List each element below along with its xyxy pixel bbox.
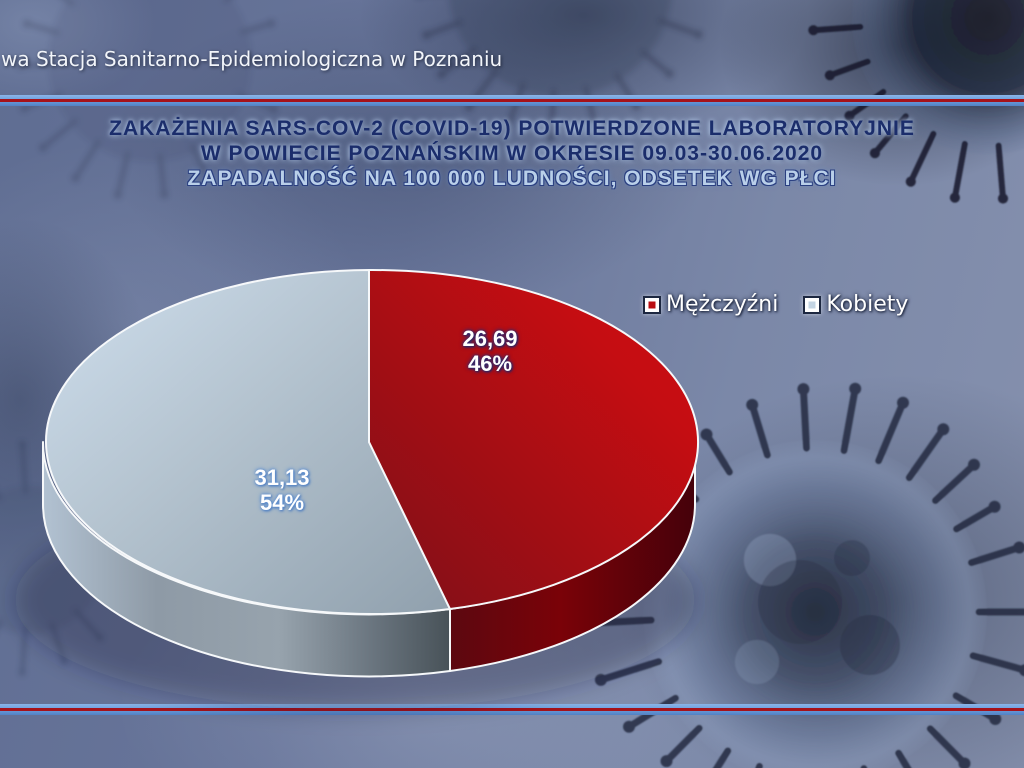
organization-name: wa Stacja Sanitarno-Epidemiologiczna w P… <box>1 47 503 71</box>
slice-value-women: 31,13 <box>254 465 310 490</box>
top-separator <box>0 95 1024 106</box>
chart-title-line2: W POWIECIE POZNAŃSKIM W OKRESIE 09.03-30… <box>200 142 824 165</box>
bottom-separator-red-line <box>0 708 1024 711</box>
pie-slice-men-side <box>449 441 697 672</box>
chart-title-block: ZAKAŻENIA SARS-COV-2 (COVID-19) POTWIERD… <box>0 116 1024 191</box>
chart-title-line1: ZAKAŻENIA SARS-COV-2 (COVID-19) POTWIERD… <box>109 117 915 140</box>
bottom-separator <box>0 704 1024 715</box>
pie-slice-women <box>45 269 451 615</box>
legend-item-men: Mężczyźni <box>643 293 778 317</box>
legend-item-women: Kobiety <box>803 293 908 317</box>
slice-percent-men: 46% <box>467 351 513 376</box>
top-separator-red-line <box>0 99 1024 102</box>
pie-slice-men <box>368 268 700 610</box>
chart-legend: Mężczyźni Kobiety <box>643 293 908 317</box>
slice-label-men: 26,69 46% <box>405 326 575 376</box>
slice-percent-women: 54% <box>259 490 305 515</box>
pie-shadow <box>15 490 695 710</box>
chart-subtitle: ZAPADALNOŚĆ NA 100 000 LUDNOŚCI, ODSETEK… <box>187 167 837 190</box>
legend-marker-men-icon <box>643 296 661 314</box>
legend-marker-women-icon <box>803 296 822 314</box>
legend-label-men: Mężczyźni <box>666 292 779 317</box>
virus-icon <box>0 440 150 676</box>
legend-label-women: Kobiety <box>826 292 909 317</box>
slice-label-women: 31,13 54% <box>197 465 367 515</box>
slice-value-men: 26,69 <box>462 326 518 351</box>
